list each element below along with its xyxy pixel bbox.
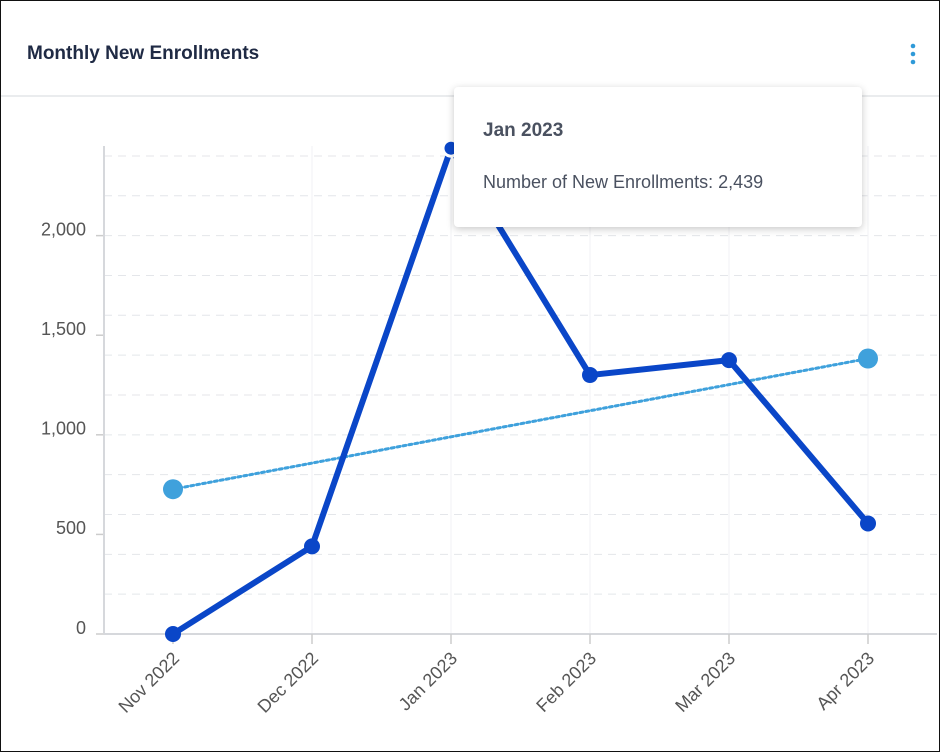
y-tick-label: 2,000 bbox=[41, 219, 86, 239]
y-tick-label: 0 bbox=[76, 618, 86, 638]
data-marker bbox=[721, 352, 737, 369]
tooltip-text: Number of New Enrollments: 2,439 bbox=[483, 172, 764, 192]
data-marker bbox=[860, 515, 876, 532]
x-tick-label: Nov 2022 bbox=[115, 648, 184, 717]
trend-line bbox=[171, 357, 870, 491]
x-tick-label: Dec 2022 bbox=[254, 648, 323, 717]
x-tick-label: Jan 2023 bbox=[395, 648, 462, 715]
x-tick-label: Mar 2023 bbox=[671, 648, 739, 716]
menu-dot[interactable] bbox=[910, 51, 916, 57]
y-tick-label: 500 bbox=[56, 518, 86, 538]
y-tick-label: 1,000 bbox=[41, 419, 86, 439]
trend-marker bbox=[858, 348, 878, 369]
menu-icon[interactable] bbox=[910, 43, 916, 65]
tooltip-title: Jan 2023 bbox=[483, 120, 564, 141]
tooltip: Jan 2023 Number of New Enrollments: 2,43… bbox=[454, 87, 862, 227]
data-marker bbox=[165, 626, 181, 642]
trend-marker bbox=[163, 479, 183, 500]
menu-dot[interactable] bbox=[910, 43, 916, 49]
menu-dot[interactable] bbox=[910, 59, 916, 65]
chart-title: Monthly New Enrollments bbox=[27, 43, 259, 64]
data-marker bbox=[582, 367, 598, 384]
y-tick-label: 1,500 bbox=[41, 319, 86, 339]
data-marker bbox=[304, 538, 320, 555]
x-tick-label: Feb 2023 bbox=[532, 648, 600, 716]
x-tick-label: Apr 2023 bbox=[812, 648, 878, 714]
data-line bbox=[170, 145, 871, 637]
